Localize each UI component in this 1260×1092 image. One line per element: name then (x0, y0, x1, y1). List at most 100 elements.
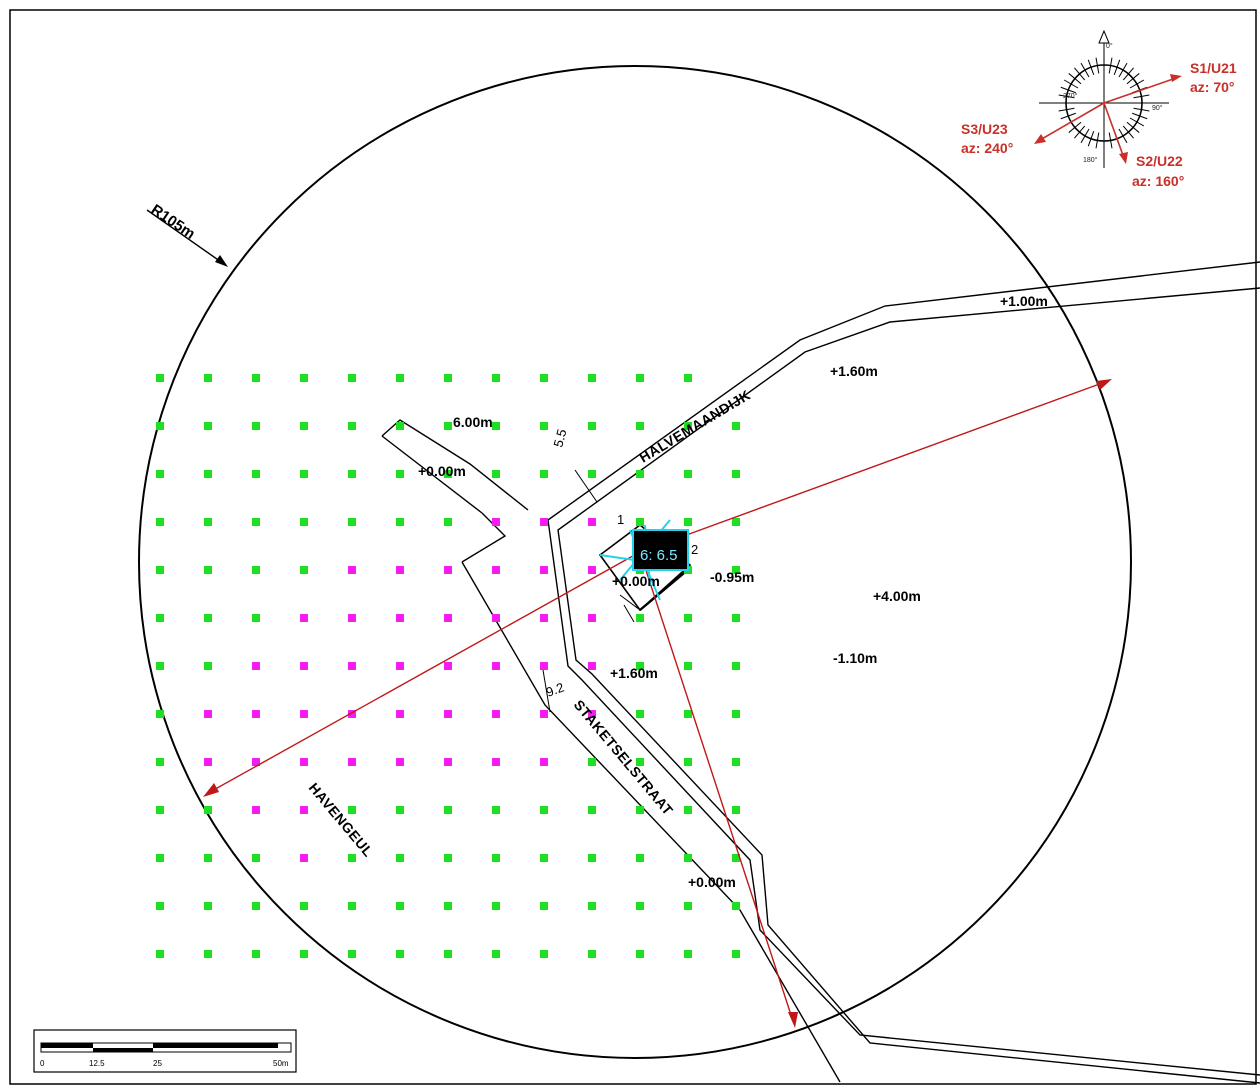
grid-point (300, 758, 308, 766)
compass-label-90: 90° (1152, 104, 1163, 112)
grid-point (204, 662, 212, 670)
elevation-labels: +1.00m +1.60m 6.00m +0.00m -0.95m +4.00m… (418, 293, 1048, 890)
grid-point (588, 566, 596, 574)
grid-point (492, 662, 500, 670)
grid-point (684, 854, 692, 862)
scale-tick: 25 (153, 1059, 162, 1068)
grid-point (348, 854, 356, 862)
grid-point (300, 422, 308, 430)
grid-point (588, 662, 596, 670)
grid-point (636, 662, 644, 670)
grid-point (204, 902, 212, 910)
building-label: 6: 6.5 (640, 547, 678, 564)
grid-point (540, 806, 548, 814)
grid-point (684, 470, 692, 478)
direction-az-s2: az: 160° (1132, 173, 1184, 189)
scale-tick: 0 (40, 1059, 45, 1068)
grid-point (444, 758, 452, 766)
grid-point (300, 374, 308, 382)
grid-point (156, 470, 164, 478)
grid-point (252, 422, 260, 430)
grid-point (204, 710, 212, 718)
grid-point (540, 374, 548, 382)
grid-point (492, 422, 500, 430)
grid-point (636, 374, 644, 382)
grid-point (684, 422, 692, 430)
grid-point (156, 662, 164, 670)
grid-points (156, 374, 740, 958)
grid-point (444, 854, 452, 862)
grid-point (444, 710, 452, 718)
grid-point (540, 662, 548, 670)
grid-point (636, 758, 644, 766)
grid-point (348, 902, 356, 910)
grid-point (444, 518, 452, 526)
grid-point (540, 710, 548, 718)
grid-point (300, 710, 308, 718)
staketselstraat-left (461, 561, 841, 1083)
grid-point (732, 710, 740, 718)
elevation-label: -1.10m (833, 650, 877, 666)
grid-point (156, 518, 164, 526)
grid-point (684, 806, 692, 814)
grid-point (252, 806, 260, 814)
grid-point (396, 470, 404, 478)
grid-point (204, 854, 212, 862)
grid-point (204, 614, 212, 622)
grid-point (684, 950, 692, 958)
grid-point (588, 902, 596, 910)
grid-point (588, 854, 596, 862)
grid-point (396, 902, 404, 910)
grid-point (156, 902, 164, 910)
grid-point (252, 758, 260, 766)
grid-point (300, 470, 308, 478)
grid-point (732, 470, 740, 478)
grid-point (540, 854, 548, 862)
grid-point (732, 518, 740, 526)
grid-point (396, 662, 404, 670)
grid-point (300, 614, 308, 622)
grid-point (300, 566, 308, 574)
dimension-label: 9.2 (544, 680, 566, 700)
grid-point (156, 566, 164, 574)
grid-point (492, 470, 500, 478)
grid-point (636, 806, 644, 814)
grid-point (540, 758, 548, 766)
grid-point (588, 470, 596, 478)
grid-point (732, 422, 740, 430)
grid-point (204, 518, 212, 526)
grid-point (636, 422, 644, 430)
halvemaandijk-road-inner (557, 287, 1260, 1084)
grid-point (540, 950, 548, 958)
building (598, 523, 692, 623)
grid-point (444, 566, 452, 574)
grid-point (588, 758, 596, 766)
grid-point (204, 374, 212, 382)
elevation-label: 6.00m (453, 414, 493, 430)
grid-point (540, 470, 548, 478)
grid-point (492, 902, 500, 910)
elevation-label: +4.00m (873, 588, 921, 604)
grid-point (732, 662, 740, 670)
staketselstraat-start (461, 512, 507, 563)
grid-point (396, 806, 404, 814)
grid-point (684, 518, 692, 526)
grid-point (492, 710, 500, 718)
grid-point (540, 518, 548, 526)
building-label-box (632, 529, 689, 571)
grid-point (492, 614, 500, 622)
grid-point (348, 518, 356, 526)
grid-point (732, 806, 740, 814)
grid-point (636, 854, 644, 862)
compass-label-270: 270° (1063, 92, 1078, 100)
grid-point (300, 854, 308, 862)
grid-point (732, 854, 740, 862)
grid-point (684, 758, 692, 766)
grid-point (252, 566, 260, 574)
grid-point (492, 518, 500, 526)
compass-rose: 0° 90° 180° 270° S1/U21 az: 70° S2/U22 a… (961, 29, 1237, 189)
grid-point (492, 854, 500, 862)
grid-point (492, 566, 500, 574)
spur-road (381, 419, 529, 511)
scale-bar: 0 12.5 25 50m (33, 1029, 297, 1073)
